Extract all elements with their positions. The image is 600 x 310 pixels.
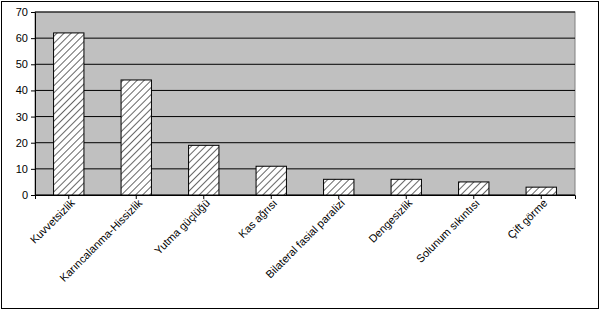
x-axis-line bbox=[36, 196, 576, 200]
y-axis-line bbox=[31, 13, 36, 196]
bar bbox=[459, 182, 489, 195]
bar bbox=[256, 166, 286, 195]
grid-line bbox=[35, 168, 575, 169]
x-tick-label: Kas ağrısı bbox=[236, 197, 280, 241]
y-tick-mark bbox=[31, 169, 35, 170]
grid-line bbox=[35, 142, 575, 143]
y-tick-mark bbox=[31, 12, 35, 13]
y-tick: 50 bbox=[16, 58, 35, 70]
x-tick-label: Çift görme bbox=[505, 197, 549, 241]
x-tick-label: Kuvvetsizlik bbox=[28, 196, 77, 245]
bar bbox=[391, 179, 421, 195]
bar bbox=[324, 179, 354, 195]
plot: 0 10 20 30 40 50 60 70 KuvvetsizlikKarıncalanma-… bbox=[16, 6, 576, 284]
y-tick-label: 10 bbox=[16, 163, 28, 175]
grid-line bbox=[35, 116, 575, 117]
y-tick-mark bbox=[31, 38, 35, 39]
x-tick: Karıncalanma-Hissizlik bbox=[57, 195, 145, 284]
y-tick-label: 20 bbox=[16, 137, 28, 149]
grid-line bbox=[35, 38, 575, 39]
x-tick: Solunum sıkıntısı bbox=[414, 195, 482, 265]
y-tick: 60 bbox=[16, 32, 35, 44]
x-tick: Bilateral fasial paralizi bbox=[263, 195, 347, 280]
y-axis: 0 10 20 30 40 50 60 70 bbox=[16, 6, 36, 201]
y-tick-label: 60 bbox=[16, 32, 28, 44]
bar bbox=[526, 187, 556, 195]
x-tick-label: Solunum sıkıntısı bbox=[414, 197, 482, 265]
plot-background bbox=[35, 12, 575, 195]
x-tick-label: Dengesizlik bbox=[366, 196, 415, 245]
y-tick-label: 40 bbox=[16, 84, 28, 96]
grid-line bbox=[35, 12, 575, 13]
y-tick-label: 0 bbox=[22, 189, 28, 201]
x-tick: Dengesizlik bbox=[366, 195, 415, 245]
bar bbox=[189, 145, 219, 195]
bar bbox=[54, 33, 84, 195]
y-tick: 70 bbox=[16, 6, 35, 18]
x-tick: Kuvvetsizlik bbox=[28, 195, 77, 246]
y-tick-mark bbox=[31, 143, 35, 144]
y-tick-label: 70 bbox=[16, 6, 28, 18]
x-tick-label: Yutma güçlüğü bbox=[152, 197, 212, 257]
y-tick: 30 bbox=[16, 111, 35, 123]
chart: 0 10 20 30 40 50 60 70 KuvvetsizlikKarıncalanma-… bbox=[0, 0, 600, 310]
y-tick-mark bbox=[31, 117, 35, 118]
y-tick: 20 bbox=[16, 137, 35, 149]
x-tick: Yutma güçlüğü bbox=[152, 195, 212, 257]
x-tick-label: Bilateral fasial paralizi bbox=[263, 197, 347, 281]
x-tick: Kas ağrısı bbox=[236, 195, 280, 240]
grid-line bbox=[35, 64, 575, 65]
x-tick-label: Karıncalanma-Hissizlik bbox=[57, 196, 145, 284]
bars bbox=[54, 33, 557, 195]
y-tick: 0 bbox=[22, 189, 35, 201]
grid bbox=[35, 12, 575, 195]
x-tick: Çift görme bbox=[505, 195, 549, 241]
y-tick-label: 30 bbox=[16, 111, 28, 123]
y-tick-mark bbox=[31, 195, 35, 196]
y-tick: 40 bbox=[16, 84, 35, 96]
grid-line bbox=[35, 90, 575, 91]
y-tick: 10 bbox=[16, 163, 35, 175]
x-axis: KuvvetsizlikKarıncalanma-HissizlikYutma … bbox=[28, 195, 576, 284]
bar bbox=[121, 80, 151, 195]
y-tick-mark bbox=[31, 64, 35, 65]
y-tick-label: 50 bbox=[16, 58, 28, 70]
chart-frame bbox=[2, 2, 599, 309]
y-tick-mark bbox=[31, 90, 35, 91]
